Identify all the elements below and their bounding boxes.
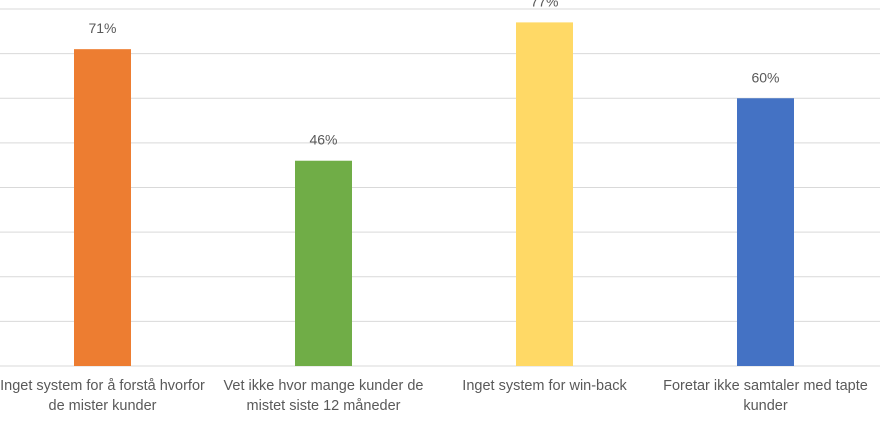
- data-label: 77%: [530, 0, 558, 9]
- bar: [295, 160, 352, 366]
- x-tick-label-box: Inget system for win-back: [462, 378, 627, 394]
- x-tick-label: Foretar ikke samtaler med tapte kunder: [663, 378, 868, 414]
- data-label: 46%: [309, 132, 337, 148]
- bar: [737, 98, 794, 366]
- x-tick-label-box: Foretar ikke samtaler med tapte kunder: [663, 378, 868, 414]
- data-label: 71%: [88, 20, 116, 36]
- x-tick-label-box: Inget system for å forstå hvorfor de mis…: [0, 378, 205, 414]
- bar: [516, 22, 573, 366]
- data-label: 60%: [751, 69, 779, 85]
- x-tick-label: Inget system for å forstå hvorfor de mis…: [0, 378, 205, 414]
- bar: [74, 49, 131, 366]
- x-tick-label: Vet ikke hvor mange kunder de mistet sis…: [223, 378, 424, 414]
- x-tick-label-box: Vet ikke hvor mange kunder de mistet sis…: [223, 378, 424, 414]
- x-tick-label: Inget system for win-back: [462, 378, 627, 394]
